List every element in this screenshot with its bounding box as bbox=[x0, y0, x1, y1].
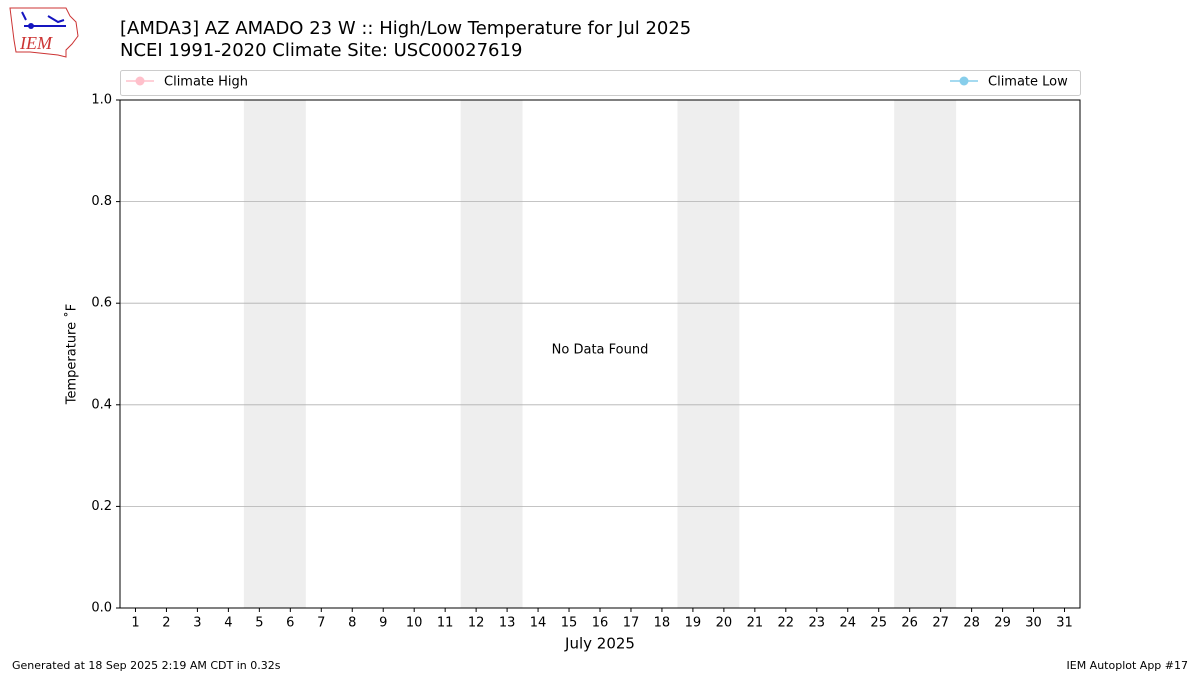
x-tick-label: 23 bbox=[809, 616, 826, 631]
footer-left: Generated at 18 Sep 2025 2:19 AM CDT in … bbox=[12, 659, 281, 672]
x-tick-label: 10 bbox=[406, 616, 423, 631]
x-tick-label: 29 bbox=[994, 616, 1011, 631]
x-tick-label: 9 bbox=[379, 616, 387, 631]
legend-label: Climate Low bbox=[988, 75, 1068, 90]
plot-frame bbox=[119, 99, 1081, 609]
x-tick-label: 1 bbox=[131, 616, 139, 631]
shaded-span bbox=[460, 100, 523, 608]
shaded-span bbox=[243, 100, 306, 608]
x-tick-label: 21 bbox=[747, 616, 764, 631]
y-tick-label: 0.0 bbox=[91, 601, 112, 616]
chart-title: [AMDA3] AZ AMADO 23 W :: High/Low Temper… bbox=[120, 18, 691, 39]
y-axis-label: Temperature ˚F bbox=[64, 304, 80, 405]
logo-dot bbox=[28, 23, 34, 29]
logo-icon bbox=[21, 11, 66, 27]
x-axis-label: July 2025 bbox=[564, 635, 635, 653]
logo-outline bbox=[9, 7, 79, 58]
x-tick-label: 3 bbox=[193, 616, 201, 631]
x-tick-label: 27 bbox=[932, 616, 949, 631]
x-tick-label: 31 bbox=[1056, 616, 1073, 631]
legend-label: Climate High bbox=[164, 75, 248, 90]
x-tick-label: 20 bbox=[716, 616, 733, 631]
footer-right: IEM Autoplot App #17 bbox=[1067, 659, 1189, 672]
chart-subtitle: NCEI 1991-2020 Climate Site: USC00027619 bbox=[120, 40, 522, 61]
x-tick-label: 26 bbox=[901, 616, 918, 631]
shaded-span bbox=[677, 100, 740, 608]
x-tick-label: 5 bbox=[255, 616, 263, 631]
x-tick-label: 11 bbox=[437, 616, 454, 631]
x-tick-label: 7 bbox=[317, 616, 325, 631]
annotation: No Data Found bbox=[552, 343, 649, 358]
x-tick-label: 2 bbox=[162, 616, 170, 631]
x-tick-label: 4 bbox=[224, 616, 232, 631]
x-tick-label: 22 bbox=[778, 616, 795, 631]
logo-text: IEM bbox=[19, 33, 53, 53]
x-tick-label: 6 bbox=[286, 616, 294, 631]
x-tick-label: 28 bbox=[963, 616, 980, 631]
legend-marker bbox=[135, 76, 145, 86]
x-tick-label: 8 bbox=[348, 616, 356, 631]
x-tick-label: 15 bbox=[561, 616, 578, 631]
x-tick-label: 12 bbox=[468, 616, 485, 631]
y-tick-label: 1.0 bbox=[91, 93, 112, 108]
legend-marker bbox=[959, 76, 969, 86]
x-tick-label: 17 bbox=[623, 616, 640, 631]
y-tick-label: 0.4 bbox=[91, 397, 112, 412]
x-tick-label: 30 bbox=[1025, 616, 1042, 631]
y-tick-label: 0.8 bbox=[91, 194, 112, 209]
x-tick-label: 25 bbox=[870, 616, 887, 631]
x-tick-label: 16 bbox=[592, 616, 609, 631]
x-tick-label: 18 bbox=[654, 616, 671, 631]
legend-box bbox=[120, 70, 1081, 96]
logo: IEM bbox=[9, 7, 79, 58]
y-tick-label: 0.6 bbox=[91, 296, 112, 311]
x-tick-label: 19 bbox=[685, 616, 702, 631]
y-tick-label: 0.2 bbox=[91, 499, 112, 514]
x-tick-label: 13 bbox=[499, 616, 516, 631]
x-tick-label: 24 bbox=[839, 616, 856, 631]
x-tick-label: 14 bbox=[530, 616, 547, 631]
shaded-span bbox=[894, 100, 957, 608]
